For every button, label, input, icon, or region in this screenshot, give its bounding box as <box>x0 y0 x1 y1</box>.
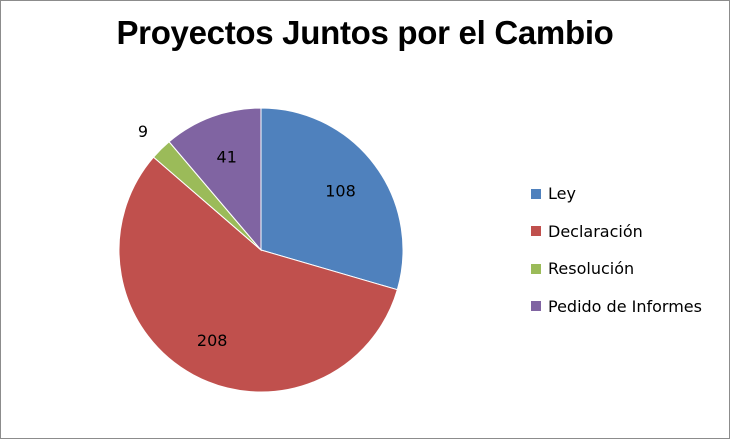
data-label: 9 <box>138 122 148 141</box>
chart-title: Proyectos Juntos por el Cambio <box>116 14 614 51</box>
legend-item: Pedido de Informes <box>531 297 702 316</box>
legend-item: Ley <box>531 184 702 203</box>
legend-swatch <box>531 263 541 274</box>
legend-label: Ley <box>548 184 576 203</box>
legend-swatch <box>531 188 541 199</box>
legend-label: Resolución <box>548 259 635 278</box>
legend-item: Declaración <box>531 222 702 241</box>
legend-swatch <box>531 226 541 236</box>
pie-slice-ley <box>260 107 404 291</box>
pie-slice-declaraci-n <box>118 156 398 393</box>
data-label: 108 <box>325 181 356 200</box>
data-label: 41 <box>217 148 237 167</box>
legend-label: Pedido de Informes <box>548 296 702 316</box>
legend-label: Declaración <box>548 221 643 241</box>
legend-swatch <box>531 301 541 311</box>
pie-slice-pedido-de-informes <box>168 107 262 252</box>
legend-item: Resolución <box>531 259 702 278</box>
legend: Ley Declaración Resolución Pedido de Inform… <box>531 184 702 334</box>
data-label: 208 <box>197 331 228 350</box>
